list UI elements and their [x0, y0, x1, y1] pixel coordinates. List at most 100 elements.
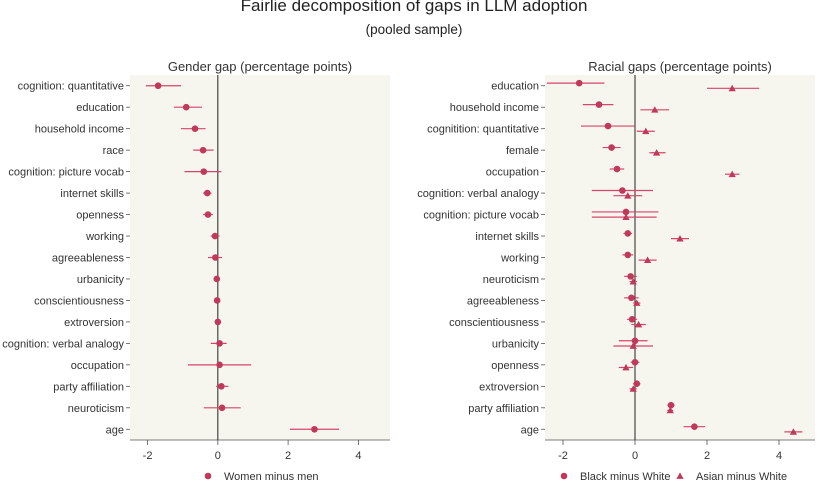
point-estimate [631, 358, 639, 366]
point-estimate [667, 401, 675, 409]
figure-subtitle: (pooled sample) [365, 22, 463, 37]
point-estimate [631, 337, 639, 345]
x-tick-label: 0 [632, 450, 638, 462]
point-estimate [666, 406, 674, 414]
plot-area [545, 75, 815, 440]
point-estimate [622, 208, 630, 216]
point-estimate [624, 192, 632, 199]
point-estimate [619, 187, 626, 194]
point-estimate [627, 273, 634, 280]
y-tick-label: agreeableness [52, 253, 125, 265]
y-tick-label: openness [76, 210, 124, 222]
y-tick-label: cognition: quantitative [18, 81, 124, 93]
series-asian-minus-white [591, 84, 803, 435]
y-tick-label: cognition: picture vocab [8, 167, 124, 179]
point-estimate [728, 84, 736, 92]
gender-gap-chart: Gender gap (percentage points) -2 0 2 4 cogni… [2, 59, 390, 483]
point-estimate [608, 144, 615, 151]
y-tick-label: party affiliation [53, 381, 124, 393]
point-estimate [628, 316, 636, 323]
y-tick-label: conscientiousness [449, 317, 539, 329]
legend-label: Asian minus White [696, 471, 787, 483]
legend-marker [676, 472, 684, 479]
y-tick-label: extroversion [64, 317, 124, 329]
point-estimate [691, 423, 698, 430]
y-tick-label: cognition: verbal analogy [417, 188, 539, 200]
y-tick-label: age [106, 424, 124, 436]
y-tick-label: education [491, 81, 539, 93]
point-estimate [204, 211, 212, 218]
x-tick-label: 2 [704, 450, 710, 462]
point-estimate [644, 256, 652, 263]
point-estimate [213, 275, 221, 283]
point-estimate [629, 342, 637, 349]
point-estimate [653, 149, 661, 156]
point-estimate [212, 254, 219, 261]
point-estimate [182, 103, 190, 111]
legend-label: Black minus White [580, 471, 670, 483]
point-estimate [613, 165, 621, 173]
y-tick-label: neuroticism [68, 403, 124, 415]
point-estimate [604, 122, 612, 130]
point-estimate [211, 232, 219, 240]
y-tick-label: working [85, 231, 124, 243]
legend-item: Black minus White [560, 471, 670, 483]
point-estimate [789, 428, 797, 435]
plot-area [130, 75, 390, 440]
figure-title: Fairlie decomposition of gaps in LLM ado… [240, 0, 588, 15]
x-tick-label: 0 [215, 450, 221, 462]
point-estimate [214, 318, 222, 326]
y-tick-label: internet skills [60, 188, 124, 200]
x-tick-label: 4 [776, 450, 782, 462]
point-estimate [200, 168, 208, 175]
racial-gaps-chart: Racial gaps (percentage points) -2 0 2 4 educ… [417, 59, 815, 483]
point-estimate [622, 213, 630, 221]
chart-title: Gender gap (percentage points) [168, 59, 352, 74]
point-estimate [676, 235, 684, 242]
y-tick-label: occupation [486, 167, 539, 179]
point-estimate [651, 106, 659, 113]
point-estimate [633, 380, 641, 388]
point-estimate [311, 425, 318, 433]
y-tick-label: agreeableness [467, 295, 540, 307]
y-tick-label: occupation [71, 360, 124, 372]
y-tick-label: education [76, 102, 124, 114]
point-estimate [218, 383, 225, 390]
point-estimate [191, 125, 199, 132]
point-estimate [629, 385, 637, 392]
series-black-minus-white [546, 79, 706, 430]
point-estimate [218, 404, 226, 412]
point-estimate [624, 251, 632, 259]
y-tick-label: household income [450, 102, 539, 114]
y-tick-label: cognition: verbal analogy [2, 338, 124, 350]
x-tick-label: -2 [558, 450, 568, 462]
x-tick-label: 2 [285, 450, 291, 462]
x-tick-label: 4 [355, 450, 361, 462]
point-estimate [728, 170, 736, 178]
legend-item: Asian minus White [676, 471, 787, 483]
y-tick-label: extroversion [479, 381, 539, 393]
point-estimate [213, 297, 221, 304]
y-tick-label: cognitition: quantitative [427, 124, 539, 136]
point-estimate [642, 127, 650, 135]
legend-marker [204, 472, 212, 480]
y-tick-label: household income [35, 124, 124, 136]
y-tick-label: conscientiousness [34, 295, 124, 307]
legend-item: Women minus men [204, 471, 319, 483]
point-estimate [216, 340, 223, 347]
y-tick-label: urbanicity [77, 274, 125, 286]
point-estimate [622, 363, 630, 371]
point-estimate [154, 82, 162, 90]
point-estimate [624, 230, 632, 237]
point-estimate [629, 277, 637, 285]
y-tick-label: working [500, 253, 539, 265]
point-estimate [203, 189, 211, 197]
y-tick-label: internet skills [475, 231, 539, 243]
point-estimate [216, 361, 223, 369]
y-tick-label: openness [491, 360, 539, 372]
series-women-minus-men [145, 82, 340, 433]
chart-title: Racial gaps (percentage points) [588, 59, 772, 74]
y-tick-label: neuroticism [483, 274, 539, 286]
